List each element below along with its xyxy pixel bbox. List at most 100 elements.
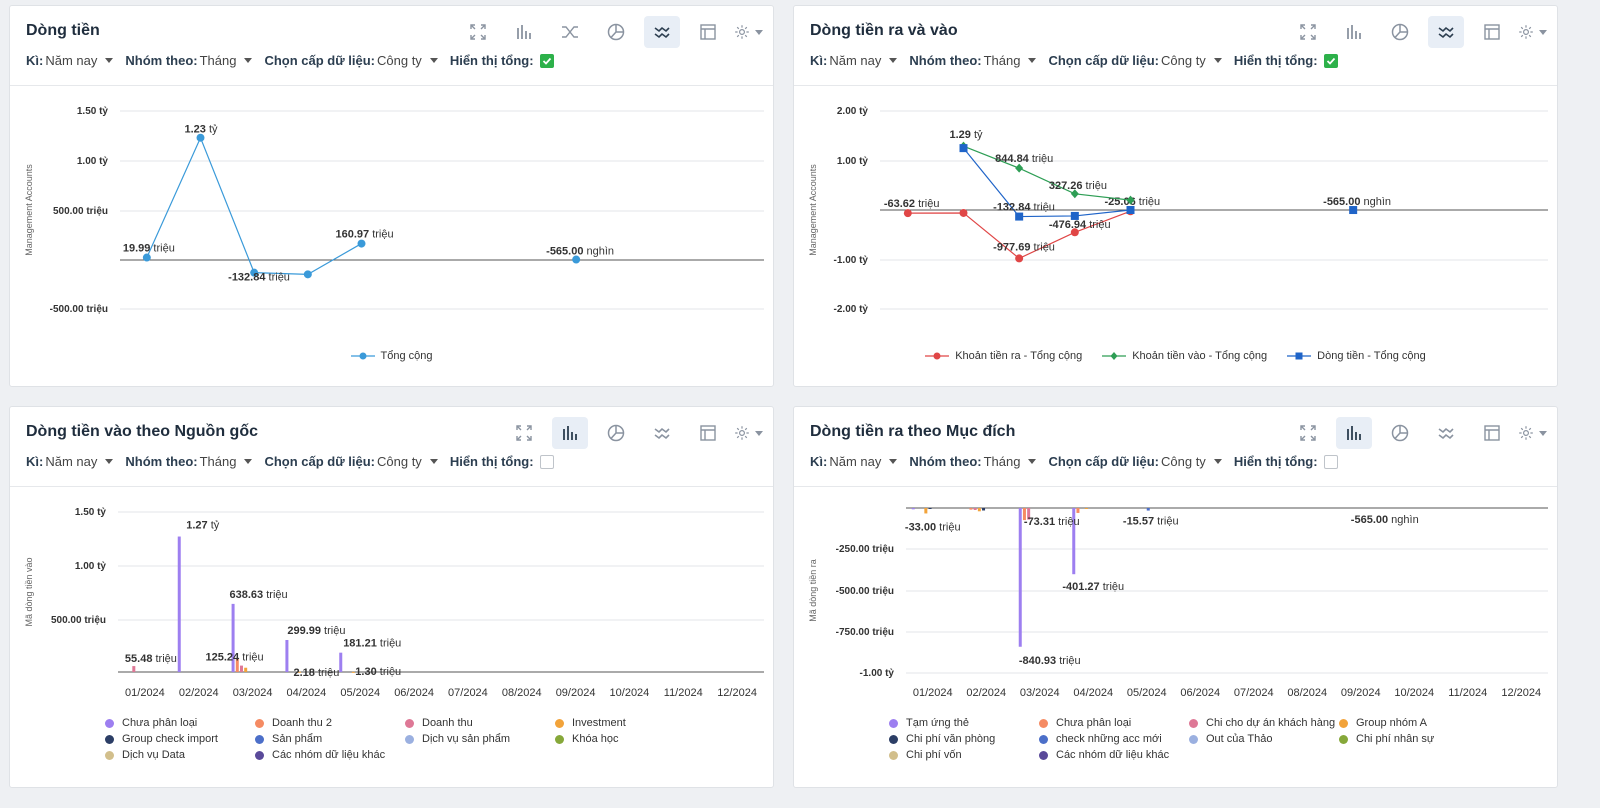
bar[interactable] [977,508,981,512]
settings-dropdown[interactable] [734,24,763,40]
bar[interactable] [235,658,239,672]
legend-item[interactable]: Chi phí văn phòng [889,733,1039,745]
legend-item[interactable]: Group nhóm A [1339,717,1489,729]
group-by-filter[interactable]: Nhóm theo: Tháng [909,454,1037,469]
bar[interactable] [285,640,289,672]
period-filter[interactable]: Kì: Năm nay [26,53,114,68]
data-point[interactable] [357,239,366,248]
data-point[interactable] [1015,212,1024,221]
bar[interactable] [1146,508,1150,511]
settings-dropdown[interactable] [1518,24,1547,40]
bar-chart-icon[interactable] [1336,16,1372,48]
bar[interactable] [351,671,355,673]
show-total-checkbox[interactable] [539,454,554,469]
data-point[interactable] [959,208,968,217]
settings-dropdown[interactable] [1518,425,1547,441]
period-filter[interactable]: Kì: Năm nay [26,454,114,469]
expand-icon[interactable] [506,417,542,449]
legend-item[interactable]: Dòng tiền - Tổng cộng [1287,350,1426,362]
pie-chart-icon[interactable] [1382,417,1418,449]
legend-item[interactable]: Khóa học [555,733,705,745]
legend-item[interactable]: Chi phí vốn [889,749,1039,761]
bar[interactable] [239,665,243,672]
bar[interactable] [339,652,343,672]
data-point[interactable] [1126,206,1135,214]
data-level-filter[interactable]: Chọn cấp dữ liệu: Công ty [1048,454,1222,469]
show-total-checkbox[interactable] [1323,454,1338,469]
data-level-filter[interactable]: Chọn cấp dữ liệu: Công ty [264,454,438,469]
legend-item[interactable]: Dịch vụ Data [105,749,255,761]
bar-chart-icon[interactable] [552,417,588,449]
data-point[interactable] [196,133,205,142]
legend-item[interactable]: Tổng cộng [350,350,432,362]
data-point[interactable] [1349,206,1358,215]
bar-chart-icon[interactable] [1336,417,1372,449]
legend-item[interactable]: Các nhóm dữ liệu khác [255,749,405,761]
bar[interactable] [969,508,973,510]
bar-chart-icon[interactable] [506,16,542,48]
pie-chart-icon[interactable] [598,417,634,449]
legend-item[interactable]: Chi phí nhân sự [1339,733,1489,745]
bar[interactable] [924,508,928,514]
bar[interactable] [911,508,915,510]
data-point[interactable] [250,268,259,277]
table-icon[interactable] [1474,16,1510,48]
bar[interactable] [1084,508,1088,509]
data-level-filter[interactable]: Chọn cấp dữ liệu: Công ty [1048,53,1222,68]
table-icon[interactable] [690,16,726,48]
data-point[interactable] [1015,254,1024,263]
bar[interactable] [231,603,235,672]
bar[interactable] [973,508,977,510]
scatter-chart-icon[interactable] [552,16,588,48]
data-point[interactable] [1070,211,1079,220]
data-point[interactable] [1126,195,1135,205]
bar[interactable] [928,508,932,509]
expand-icon[interactable] [1290,16,1326,48]
legend-item[interactable]: Doanh thu 2 [255,717,405,729]
line-chart-icon[interactable] [1428,417,1464,449]
data-point[interactable] [1070,189,1079,199]
expand-icon[interactable] [460,16,496,48]
data-point[interactable] [1070,228,1079,237]
pie-chart-icon[interactable] [1382,16,1418,48]
bar[interactable] [298,671,302,673]
bar[interactable] [1072,508,1076,575]
legend-item[interactable]: Doanh thu [405,717,555,729]
bar[interactable] [1027,508,1031,520]
data-point[interactable] [303,270,312,279]
legend-item[interactable]: Khoản tiền ra - Tổng cộng [925,350,1082,362]
bar[interactable] [982,508,986,511]
show-total-checkbox[interactable] [1323,53,1338,68]
data-point[interactable] [903,209,912,218]
legend-item[interactable]: Group check import [105,733,255,745]
line-chart-icon[interactable] [644,417,680,449]
bar[interactable] [1076,508,1080,513]
data-point[interactable] [572,255,581,264]
legend-item[interactable]: Chưa phân loại [1039,717,1189,729]
show-total-checkbox[interactable] [539,53,554,68]
period-filter[interactable]: Kì: Năm nay [810,53,898,68]
data-point[interactable] [959,144,968,153]
data-point[interactable] [142,253,151,262]
legend-item[interactable]: Sản phẩm [255,733,405,745]
bar[interactable] [1018,508,1022,647]
data-level-filter[interactable]: Chọn cấp dữ liệu: Công ty [264,53,438,68]
line-chart-icon[interactable] [1428,16,1464,48]
group-by-filter[interactable]: Nhóm theo: Tháng [909,53,1037,68]
data-point[interactable] [1015,163,1024,173]
period-filter[interactable]: Kì: Năm nay [810,454,898,469]
bar[interactable] [244,667,248,672]
bar[interactable] [1022,508,1026,521]
pie-chart-icon[interactable] [598,16,634,48]
settings-dropdown[interactable] [734,425,763,441]
legend-item[interactable]: Tạm ứng thẻ [889,717,1039,729]
bar[interactable] [177,536,181,672]
legend-item[interactable]: Investment [555,717,705,729]
group-by-filter[interactable]: Nhóm theo: Tháng [125,454,253,469]
group-by-filter[interactable]: Nhóm theo: Tháng [125,53,253,68]
legend-item[interactable]: Khoản tiền vào - Tổng cộng [1102,350,1267,362]
table-icon[interactable] [1474,417,1510,449]
legend-item[interactable]: check những acc mới [1039,733,1189,745]
legend-item[interactable]: Dịch vụ sản phẩm [405,733,555,745]
legend-item[interactable]: Out của Thảo [1189,733,1339,745]
